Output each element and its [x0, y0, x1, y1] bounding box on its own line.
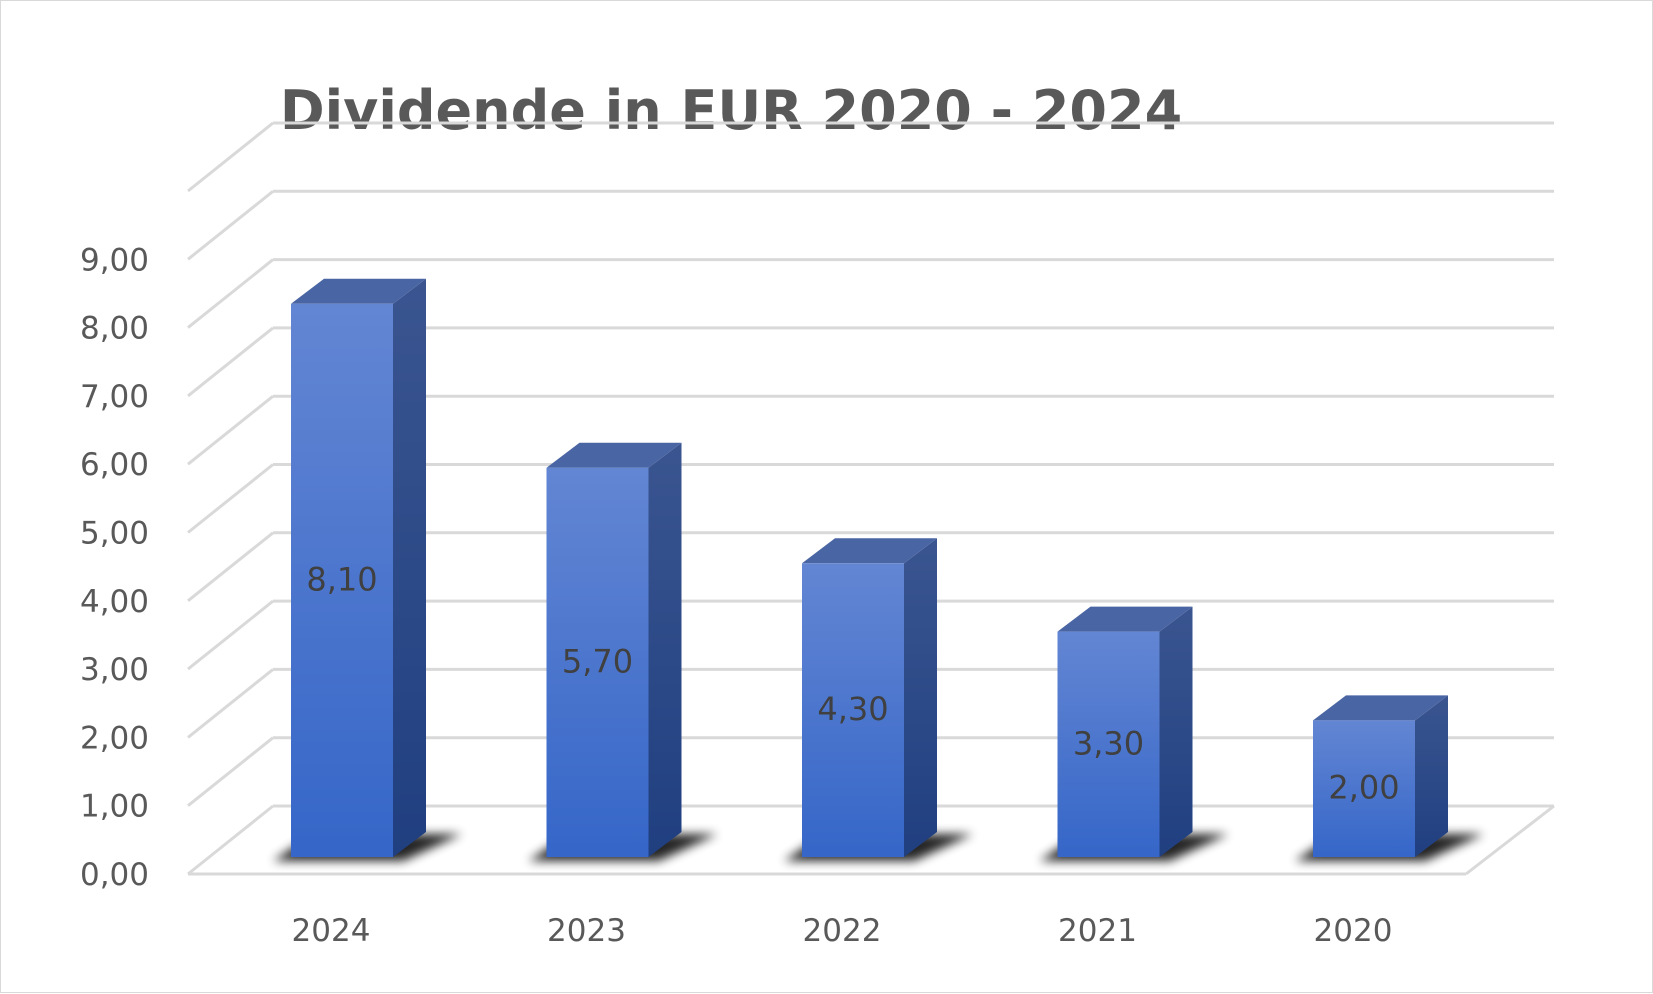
x-category-label: 2022: [803, 913, 882, 949]
bar-side: [1159, 606, 1193, 857]
bar: 2,00: [1295, 695, 1484, 861]
bar-top: [802, 538, 937, 564]
y-tick-label: 5,00: [80, 516, 149, 552]
x-axis-categories: 2024 2023 2022 2021 2020: [292, 913, 1393, 949]
gridline: [187, 531, 1554, 602]
chart-title: Dividende in EUR 2020 - 2024: [280, 79, 1182, 142]
y-tick-label: 6,00: [80, 447, 149, 483]
y-tick-label: 7,00: [80, 379, 149, 415]
data-label: 3,30: [1073, 724, 1144, 762]
floor-side-edge: [1465, 804, 1555, 876]
bar-front: [546, 467, 649, 857]
y-tick-label: 9,00: [80, 242, 149, 278]
bar-side: [904, 538, 937, 857]
x-category-label: 2024: [292, 913, 371, 949]
data-label: 8,10: [306, 560, 377, 598]
x-category-label: 2021: [1058, 913, 1137, 949]
gridline: [187, 394, 1554, 466]
bar: 3,30: [1039, 606, 1229, 861]
bar-side: [648, 442, 682, 857]
bar-top: [1057, 606, 1193, 632]
bar-top: [1313, 695, 1448, 721]
y-tick-label: 2,00: [80, 720, 149, 756]
data-label: 5,70: [562, 642, 633, 680]
bar: 4,30: [784, 538, 973, 861]
x-category-label: 2023: [547, 913, 626, 949]
gridline: [187, 258, 1554, 329]
bar-front: [291, 303, 393, 857]
y-tick-label: 3,00: [80, 652, 149, 688]
y-tick-label: 4,00: [80, 584, 149, 620]
bar-front: [802, 563, 904, 857]
data-label: 2,00: [1328, 769, 1399, 807]
bar-front: [1057, 631, 1160, 857]
bar-top: [291, 278, 426, 304]
bar: 8,10: [273, 278, 462, 861]
y-axis-ticks: 0,00 1,00 2,00 3,00 4,00 5,00 6,00 7,00 8,00 9,00: [80, 242, 149, 893]
y-tick-label: 1,00: [80, 789, 149, 825]
gridline: [187, 326, 1554, 398]
y-tick-label: 0,00: [80, 857, 149, 893]
bars: 8,10 5,70 4,30 3,30 2,00: [273, 278, 1484, 861]
bar-side: [1415, 695, 1448, 857]
gridline: [187, 121, 1554, 193]
bar-side: [393, 278, 426, 857]
data-label: 4,30: [817, 690, 888, 728]
gridline: [187, 189, 1554, 261]
bar: 5,70: [528, 442, 718, 861]
y-tick-label: 8,00: [80, 311, 149, 347]
bar-top: [546, 442, 682, 468]
gridline: [187, 463, 1554, 534]
bar-front: [1313, 720, 1415, 857]
x-category-label: 2020: [1314, 913, 1393, 949]
